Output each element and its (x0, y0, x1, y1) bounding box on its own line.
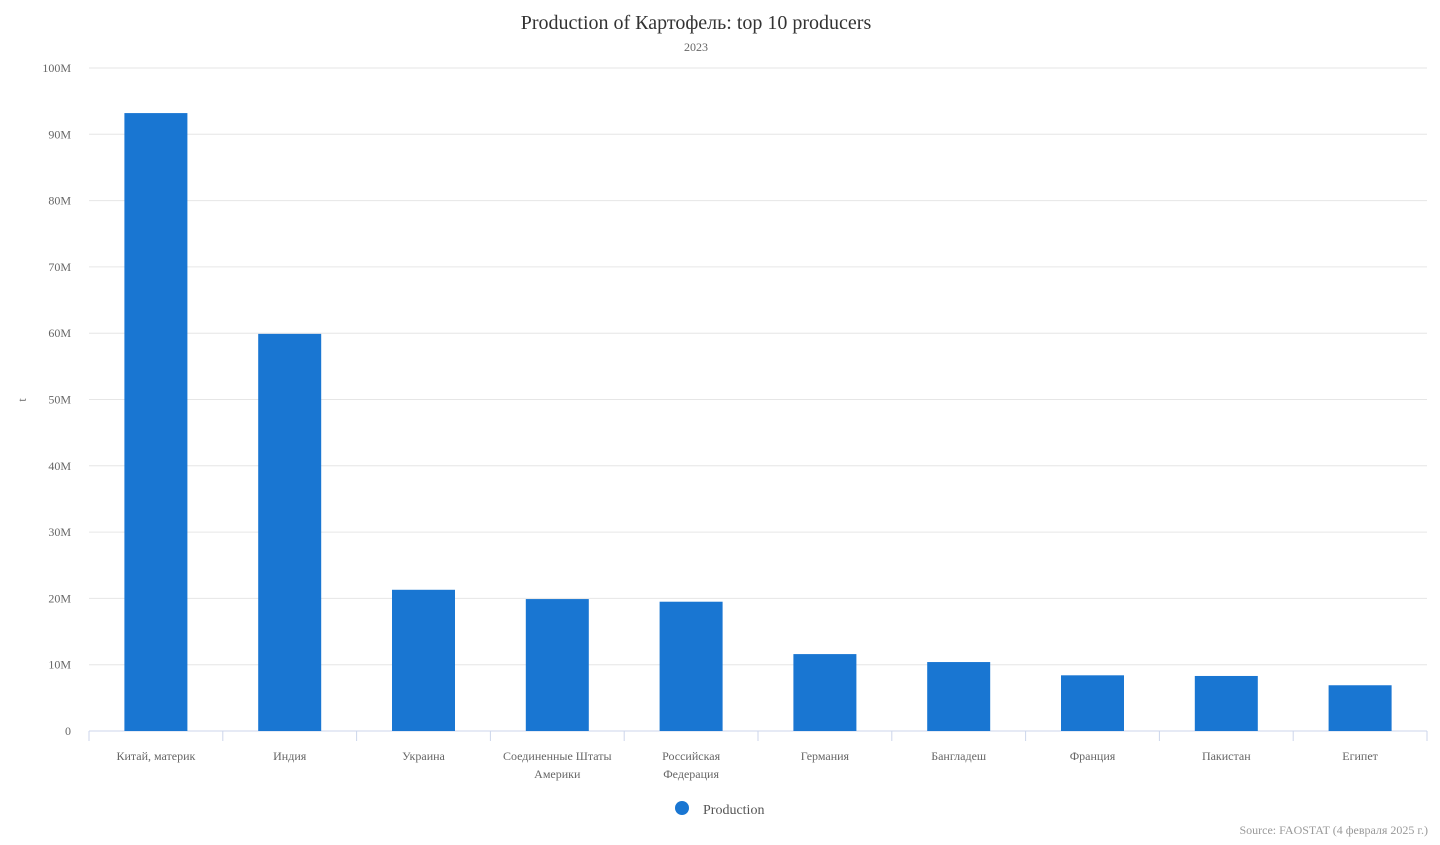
x-tick-label: Бангладеш (931, 749, 987, 763)
bar[interactable] (659, 601, 723, 731)
y-tick-label: 30M (48, 525, 71, 539)
x-tick-label: Российская (662, 749, 720, 763)
bar[interactable] (124, 113, 188, 732)
y-axis-label: t (15, 398, 29, 402)
chart-title: Production of Картофель: top 10 producer… (521, 12, 872, 34)
x-tick-label: Америки (534, 767, 581, 781)
x-tick-label: Федерация (663, 767, 719, 781)
y-tick-label: 90M (48, 127, 71, 141)
y-tick-label: 10M (48, 658, 71, 672)
x-tick-label: Франция (1070, 749, 1116, 763)
legend-marker (675, 801, 689, 815)
bar[interactable] (1194, 675, 1258, 731)
x-tick-label: Германия (801, 749, 850, 763)
y-tick-label: 20M (48, 591, 71, 605)
x-tick-label: Соединенные Штаты (503, 749, 612, 763)
y-tick-label: 60M (48, 326, 71, 340)
y-tick-label: 40M (48, 459, 71, 473)
x-tick-label: Пакистан (1202, 749, 1251, 763)
source-credit[interactable]: Source: FAOSTAT (4 февраля 2025 г.) (1239, 823, 1428, 837)
y-tick-label: 80M (48, 194, 71, 208)
x-tick-label: Украина (402, 749, 445, 763)
y-tick-label: 100M (42, 61, 71, 75)
bar[interactable] (927, 662, 991, 731)
bar[interactable] (793, 654, 857, 731)
bar[interactable] (1061, 675, 1124, 731)
bar[interactable] (1328, 685, 1392, 731)
legend-label[interactable]: Production (703, 803, 764, 818)
legend[interactable]: Production (675, 801, 764, 818)
chart-subtitle: 2023 (684, 40, 708, 54)
y-tick-label: 50M (48, 393, 71, 407)
bar[interactable] (525, 599, 589, 731)
x-tick-label: Китай, материк (116, 749, 195, 763)
y-tick-label: 70M (48, 260, 71, 274)
bar[interactable] (258, 333, 322, 731)
x-tick-label: Индия (273, 749, 307, 763)
x-tick-label: Египет (1342, 749, 1378, 763)
y-tick-label: 0 (65, 724, 71, 738)
bar[interactable] (392, 589, 455, 731)
